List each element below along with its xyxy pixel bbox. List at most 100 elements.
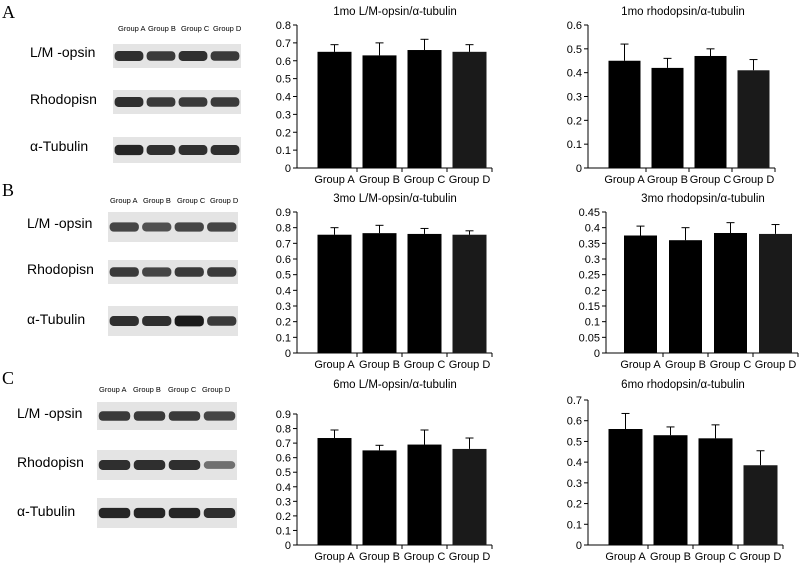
blot-band [168,460,201,470]
category-label: Group C [404,359,446,371]
category-label: Group B [359,359,400,371]
y-tick-label: 0.5 [276,74,291,86]
bar-chart: 6mo rhodopsin/α-tubulin 0 0.1 0.2 0.3 0.4 0.5 0… [567,379,784,563]
category-label: Group B [665,359,706,371]
y-tick-label: 0.6 [276,254,291,266]
category-label: Group A [620,359,661,371]
blot-band [133,460,166,470]
y-tick-label: 0.1 [585,317,600,329]
y-tick-label: 0.1 [276,332,291,344]
y-tick-label: 0.2 [276,127,291,139]
y-tick-label: 0.4 [567,68,582,80]
bar [407,50,442,168]
blot-band [133,507,166,519]
y-tick-label: 0.4 [276,285,291,297]
y-tick-label: 0.9 [276,207,291,219]
y-tick-label: 0.05 [579,332,600,344]
category-label: Group B [359,174,400,186]
bar [743,465,778,545]
blot-row-label: Rhodopisn [17,454,84,470]
panel-letter: B [2,180,14,200]
y-tick-label: 0 [594,348,600,360]
bar [452,448,487,545]
category-label: Group D [740,551,782,563]
category-label: Group A [604,174,645,186]
bar [737,70,770,168]
bar [452,234,487,353]
blot-band [142,222,172,232]
lane-label: Group D [210,196,239,205]
category-label: Group C [695,551,737,563]
y-tick-label: 0.4 [276,92,291,104]
blot-row-label: α-Tubulin [30,138,88,154]
y-tick-label: 0.5 [567,436,582,448]
blot-band [114,51,144,61]
bar [624,235,657,353]
lane-label: Group C [168,385,197,394]
bar-chart: 3mo L/M-opsin/α-tubulin 0 0.1 0.2 0.3 0.4 0.5 0… [276,193,493,371]
blot-band [109,267,139,277]
blot-band [207,267,237,277]
y-tick-label: 0.2 [276,511,291,523]
bar [362,233,397,353]
bar [362,450,397,545]
blot-band [142,267,172,277]
bar [698,438,733,545]
y-tick-label: 0.6 [276,453,291,465]
bar [759,233,792,353]
category-label: Group C [404,174,446,186]
lane-label: Group C [177,196,206,205]
chart-title: 6mo rhodopsin/α-tubulin [621,379,745,391]
blot-band [114,97,144,107]
y-tick-label: 0.2 [276,317,291,329]
y-tick-label: 0.45 [579,207,600,219]
category-label: Group D [733,174,775,186]
y-tick-label: 0.7 [276,238,291,250]
blot-band [203,411,236,421]
blot-row-label: α-Tubulin [17,503,75,519]
category-label: Group A [605,551,646,563]
lane-label: Group C [181,24,210,33]
chart-title: 1mo rhodopsin/α-tubulin [621,6,745,18]
category-label: Group B [647,174,688,186]
y-tick-label: 0.3 [567,92,582,104]
y-tick-label: 0.7 [567,395,582,407]
bar [653,435,688,545]
y-tick-label: 0.5 [276,467,291,479]
lane-label: Group A [118,24,146,33]
blot-band [178,97,208,107]
blot-band [114,144,144,156]
y-tick-label: 0.6 [276,56,291,68]
western-blot: Group A Group B Group C Group D L/M -opsin Rh… [30,24,242,163]
chart-title: 3mo L/M-opsin/α-tubulin [333,193,457,205]
blot-row-label: L/M -opsin [27,215,92,231]
y-tick-label: 0.5 [276,270,291,282]
y-tick-label: 0.4 [276,482,291,494]
blot-band [203,461,236,469]
bar [317,234,352,353]
y-tick-label: 0 [285,348,291,360]
blot-band [207,222,237,232]
blot-band [174,267,204,277]
bar [651,67,684,168]
chart-title: 6mo L/M-opsin/α-tubulin [333,379,457,391]
y-tick-label: 0 [576,540,582,552]
blot-band [146,51,176,61]
category-label: Group C [404,551,446,563]
y-tick-label: 0.2 [567,115,582,127]
y-tick-label: 0.3 [276,496,291,508]
category-label: Group D [449,551,491,563]
blot-band [174,315,204,327]
y-tick-label: 0 [285,540,291,552]
y-tick-label: 0.2 [567,499,582,511]
blot-row-label: L/M -opsin [17,405,82,421]
y-tick-label: 0.1 [276,145,291,157]
lane-label: Group B [133,385,161,394]
bar [362,55,397,169]
bar-chart: 3mo rhodopsin/α-tubulin 0 0.05 0.1 0.15 0.2 0.… [579,193,799,371]
y-tick-label: 0.3 [567,478,582,490]
y-tick-label: 0.8 [276,20,291,32]
chart-title: 3mo rhodopsin/α-tubulin [641,193,765,205]
